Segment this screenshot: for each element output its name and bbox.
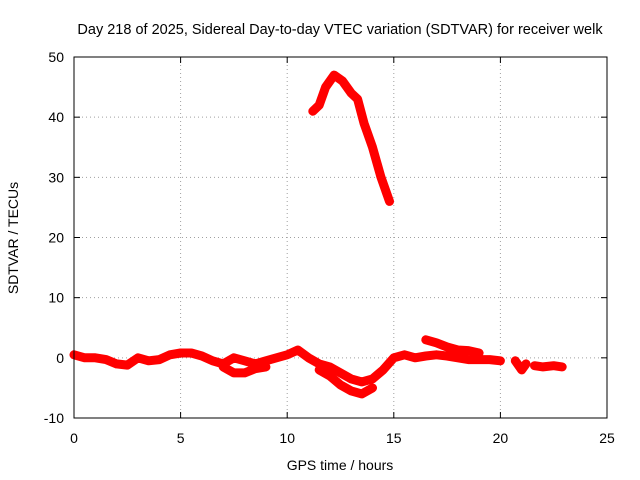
data-point <box>400 350 409 359</box>
data-point <box>197 352 206 360</box>
x-tick-labels: 0 5 10 15 20 25 <box>70 430 615 446</box>
data-point <box>330 71 339 80</box>
data-point <box>304 353 313 362</box>
data-point <box>347 386 356 395</box>
data-point <box>112 359 121 368</box>
data-point <box>336 368 345 377</box>
data-point <box>102 355 110 364</box>
data-point <box>368 143 377 152</box>
data-point <box>347 374 356 383</box>
data-point <box>464 346 473 355</box>
data-point <box>347 89 356 98</box>
x-tick-label: 0 <box>70 430 78 446</box>
data-point <box>432 338 441 347</box>
data-point <box>240 356 249 365</box>
data-point <box>530 361 539 370</box>
y-tick-label: 10 <box>48 290 64 306</box>
data-point <box>321 83 330 92</box>
data-point <box>219 362 228 371</box>
data-point <box>357 389 366 398</box>
chart-title: Day 218 of 2025, Sidereal Day-to-day VTE… <box>77 22 603 38</box>
data-point <box>432 350 441 359</box>
data-point <box>443 343 452 351</box>
data-point <box>251 364 260 373</box>
data-point <box>357 377 366 386</box>
x-axis-label: GPS time / hours <box>287 457 394 473</box>
y-tick-label: 40 <box>48 109 64 125</box>
x-tick-label: 25 <box>599 430 615 446</box>
data-point <box>315 365 324 374</box>
data-point <box>377 173 385 182</box>
data-point <box>475 355 484 364</box>
data-point <box>240 368 249 377</box>
y-axis-label: SDTVAR / TECUs <box>5 182 21 294</box>
data-point <box>325 362 334 371</box>
data-point <box>549 361 558 370</box>
data-point <box>123 361 132 370</box>
data-point <box>144 356 153 365</box>
data-point <box>338 77 347 86</box>
data-point <box>379 365 388 374</box>
y-tick-labels: -10 0 10 20 30 40 50 <box>44 49 64 426</box>
data-point <box>229 368 238 377</box>
data-point <box>80 353 89 362</box>
data-point <box>385 197 394 206</box>
data-point <box>308 107 317 116</box>
y-tick-label: 50 <box>48 49 64 65</box>
data-point <box>511 356 520 365</box>
data-point <box>443 352 452 360</box>
data-point <box>464 355 473 364</box>
data-point <box>353 95 362 104</box>
data-point <box>315 101 324 110</box>
data-point <box>208 356 217 365</box>
data-point <box>522 359 530 368</box>
data-point <box>485 355 494 364</box>
y-tick-label: 20 <box>48 230 64 246</box>
data-point <box>368 374 377 383</box>
data-point <box>336 380 345 389</box>
y-tick-label: 30 <box>48 169 64 185</box>
data-point <box>539 362 547 371</box>
data-point <box>421 352 430 360</box>
data-point <box>360 119 368 128</box>
data-point <box>165 350 174 359</box>
data-point <box>453 353 462 362</box>
series-layer <box>69 70 567 399</box>
data-point <box>453 346 462 354</box>
x-tick-label: 20 <box>493 430 509 446</box>
y-tick-label: 0 <box>56 350 64 366</box>
data-point <box>411 353 420 362</box>
data-point <box>283 350 292 359</box>
data-point <box>389 353 398 362</box>
x-tick-label: 5 <box>177 430 185 446</box>
data-point <box>229 353 238 362</box>
series-segment-22 <box>530 361 567 372</box>
data-point <box>187 349 196 357</box>
data-point <box>176 349 185 357</box>
data-point <box>368 383 377 392</box>
data-point <box>421 335 430 344</box>
data-point <box>91 353 100 362</box>
data-point <box>134 353 142 362</box>
data-point <box>517 365 526 374</box>
data-point <box>272 353 281 362</box>
x-tick-label: 10 <box>279 430 295 446</box>
data-point <box>475 349 484 357</box>
plot-frame <box>73 56 608 419</box>
data-point <box>558 362 567 371</box>
data-point <box>496 356 505 365</box>
data-point <box>261 362 270 371</box>
data-point <box>293 346 302 354</box>
data-point <box>155 355 164 364</box>
y-tick-label: -10 <box>44 410 64 426</box>
data-point <box>325 371 334 380</box>
x-tick-label: 15 <box>386 430 402 446</box>
